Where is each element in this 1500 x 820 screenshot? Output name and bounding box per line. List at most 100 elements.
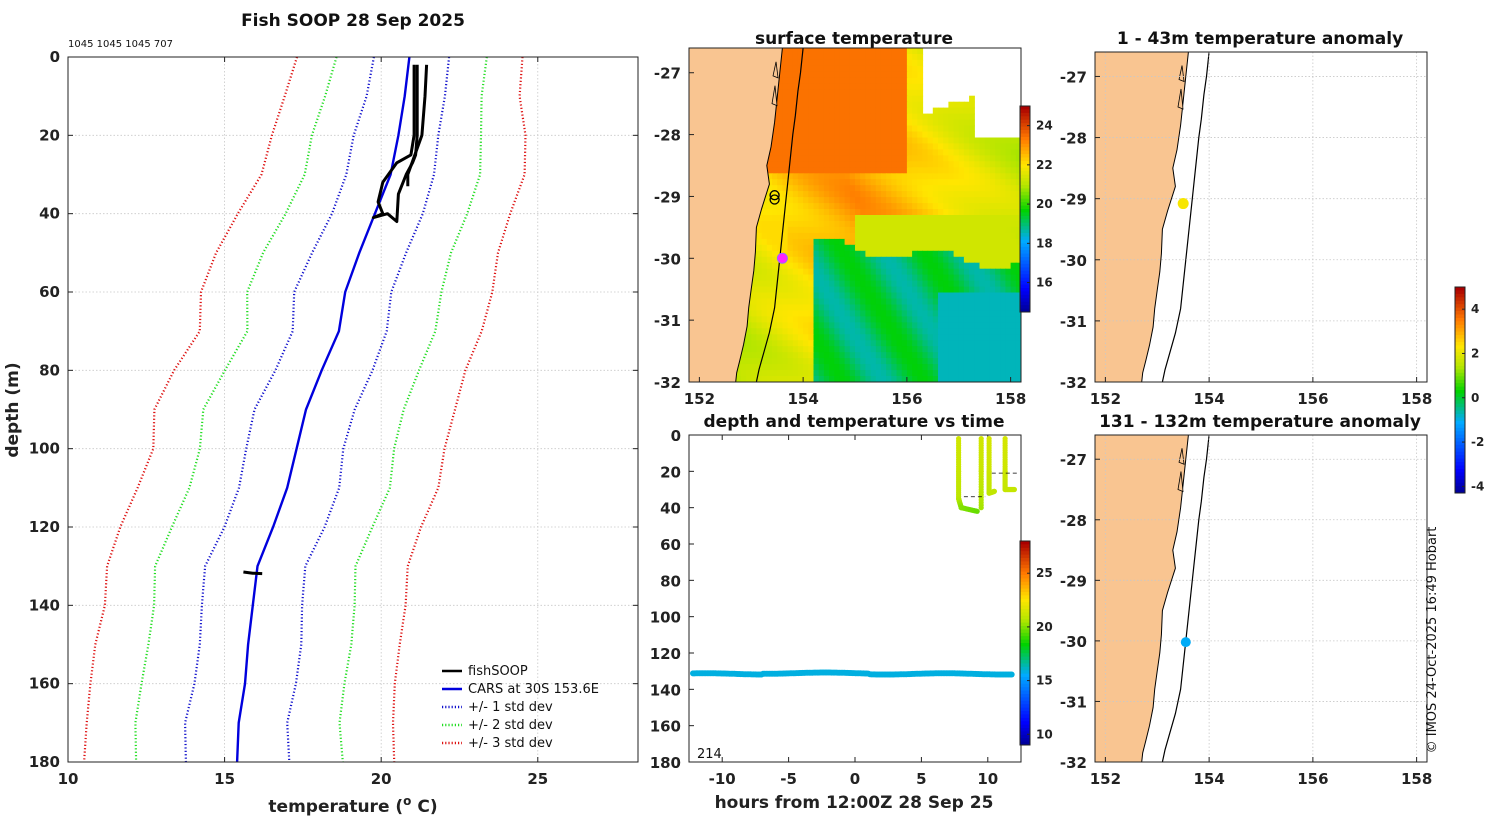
- colorbar-cell: [1455, 427, 1465, 432]
- sst-cell: [891, 232, 898, 240]
- sst-cell: [761, 215, 768, 222]
- sst-cell: [891, 316, 898, 323]
- sst-cell: [865, 119, 872, 127]
- sst-cell: [818, 83, 825, 91]
- sst-cell: [875, 131, 882, 139]
- sst-cell: [865, 244, 872, 252]
- sst-cell: [995, 268, 1001, 276]
- sst-cell: [761, 316, 768, 323]
- sst-cell: [1005, 316, 1012, 323]
- sst-cell: [844, 310, 851, 317]
- sst-cell: [787, 322, 794, 329]
- sst-cell: [1015, 185, 1021, 192]
- sst-cell: [1010, 340, 1017, 347]
- sst-cell: [849, 286, 856, 294]
- sst-cell: [777, 370, 783, 377]
- sst-cell: [766, 226, 773, 234]
- sst-cell: [787, 268, 794, 276]
- sst-cell: [803, 143, 809, 150]
- colorbar-cell: [1455, 396, 1465, 401]
- sst-cell: [963, 358, 970, 365]
- sst-cell: [875, 155, 882, 162]
- sst-cell: [901, 334, 908, 341]
- colorbar-cell: [1455, 321, 1465, 326]
- sst-cell: [813, 161, 820, 168]
- sst-cell: [958, 352, 965, 359]
- sst-cell: [922, 376, 929, 382]
- sst-cell: [969, 250, 975, 258]
- sst-cell: [855, 232, 861, 240]
- sst-cell: [870, 131, 877, 139]
- colorbar-cell: [1020, 612, 1030, 617]
- isobath-line: [755, 48, 804, 382]
- sst-cell: [844, 346, 851, 353]
- sst-cell: [803, 376, 809, 382]
- sst-cell: [839, 358, 846, 365]
- sst-cell: [834, 358, 841, 365]
- sst-cell: [829, 65, 835, 73]
- sst-cell: [932, 215, 939, 222]
- sst-cell: [849, 107, 856, 115]
- sst-cell: [953, 346, 960, 353]
- sst-cell: [756, 238, 763, 246]
- sst-cell: [963, 107, 970, 115]
- sst-cell: [860, 340, 866, 347]
- sst-cell: [813, 197, 820, 204]
- sst-cell: [886, 238, 892, 246]
- sst-cell: [792, 316, 799, 323]
- sst-cell: [870, 167, 877, 174]
- sst-cell: [823, 370, 830, 377]
- x-tick-label: -10: [709, 770, 736, 788]
- sst-cell: [943, 256, 949, 264]
- sst-cell: [797, 268, 804, 276]
- colorbar-tick-label: 16: [1036, 276, 1053, 290]
- sst-cell: [901, 113, 908, 121]
- sst-cell: [891, 215, 898, 222]
- sst-cell: [808, 113, 815, 121]
- sst-cell: [787, 101, 794, 109]
- sst-cell: [912, 352, 918, 359]
- sst-cell: [855, 173, 861, 180]
- colorbar-cell: [1020, 260, 1030, 265]
- sst-cell: [803, 334, 809, 341]
- sst-cell: [963, 101, 970, 109]
- sst-cell: [906, 262, 913, 270]
- sst-cell: [880, 95, 887, 103]
- sst-cell: [823, 173, 830, 180]
- sst-cell: [860, 179, 866, 186]
- colorbar-cell: [1455, 287, 1465, 291]
- sst-cell: [958, 149, 965, 156]
- sst-cell: [989, 322, 996, 329]
- sst-cell: [860, 161, 866, 168]
- sst-cell: [813, 346, 820, 353]
- sst-cell: [865, 221, 872, 228]
- sst-cell: [984, 268, 991, 276]
- y-tick-label: 100: [29, 440, 60, 458]
- sst-cell: [974, 155, 981, 162]
- sst-cell: [912, 298, 918, 306]
- sst-cell: [922, 322, 929, 329]
- sst-cell: [792, 376, 799, 382]
- sst-cell: [880, 137, 887, 145]
- sst-cell: [943, 250, 949, 258]
- sst-cell: [865, 71, 872, 79]
- sst-cell: [880, 143, 887, 150]
- sst-cell: [1010, 203, 1017, 210]
- sst-cell: [875, 376, 882, 382]
- depth-time-xlabel: hours from 12:00Z 28 Sep 25: [715, 793, 994, 813]
- sst-cell: [766, 161, 773, 168]
- sst-cell: [849, 131, 856, 139]
- sst-cell: [927, 304, 934, 312]
- x-tick-label: 10: [58, 770, 79, 788]
- sst-cell: [912, 328, 918, 335]
- sst-cell: [746, 352, 752, 359]
- sst-cell: [901, 185, 908, 192]
- map-frame: [1094, 51, 1428, 383]
- sst-cell: [927, 298, 934, 306]
- sst-cell: [766, 250, 773, 258]
- sst-cell: [1005, 137, 1012, 145]
- sst-cell: [901, 65, 908, 73]
- y-tick-label: -28: [1060, 130, 1087, 148]
- sst-cell: [938, 304, 944, 312]
- colorbar-cell: [1020, 561, 1030, 566]
